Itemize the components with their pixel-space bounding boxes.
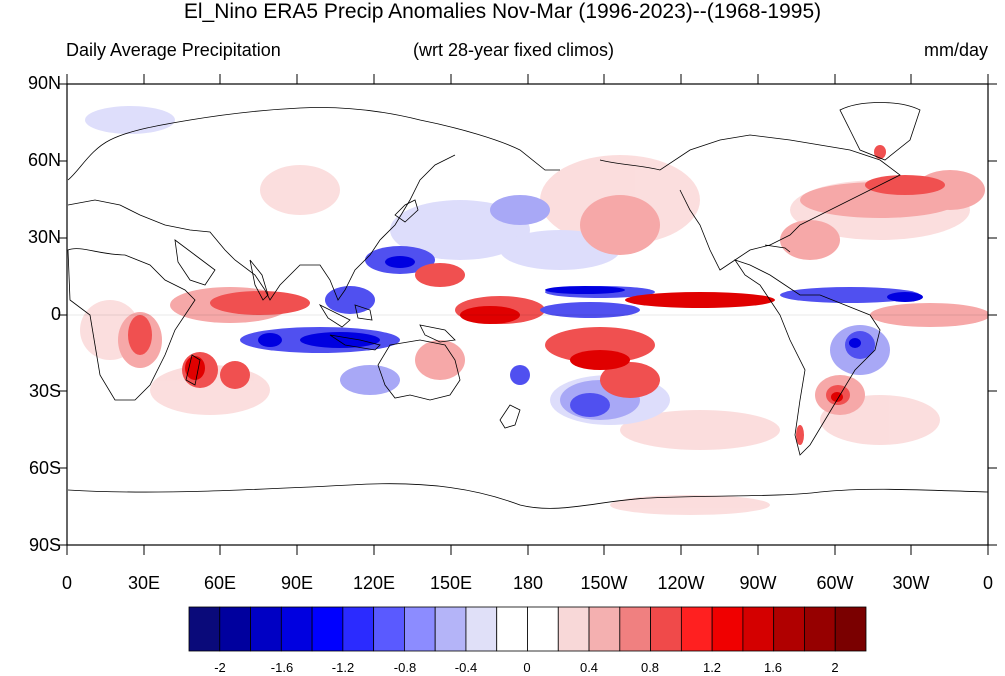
units-label: mm/day — [923, 40, 988, 60]
lon-label: 120E — [352, 573, 396, 593]
colorbar-swatch — [250, 606, 282, 652]
colorbar-swatch — [188, 606, 221, 652]
colorbar-swatch — [496, 606, 528, 652]
lat-label: 90N — [27, 73, 61, 93]
colorbar-swatch — [680, 606, 713, 652]
colorbar-label: 1.6 — [763, 660, 783, 675]
lon-label: 150E — [429, 573, 473, 593]
colorbar-swatch — [280, 606, 313, 652]
lon-label: 90E — [280, 573, 314, 593]
lon-label: 30W — [892, 573, 930, 593]
colorbar-label: 0 — [523, 660, 531, 675]
lon-label: 0 — [982, 573, 994, 593]
colorbar-label: 0.8 — [640, 660, 660, 675]
strong-anomaly-patches — [185, 256, 923, 402]
colorbar-swatch — [373, 606, 405, 652]
colorbar-label: 2 — [831, 660, 839, 675]
lon-label: 180 — [512, 573, 544, 593]
colorbar-label: -1.6 — [270, 660, 294, 675]
center-subtitle: (wrt 28-year fixed climos) — [413, 40, 615, 60]
colorbar — [188, 606, 867, 652]
colorbar-swatch — [311, 606, 344, 652]
lon-label: 60W — [816, 573, 854, 593]
colorbar-swatch — [527, 606, 559, 652]
lat-label: 60S — [28, 458, 61, 478]
lon-label: 60E — [203, 573, 237, 593]
lat-label: 30S — [28, 381, 61, 401]
colorbar-label: -2 — [214, 660, 226, 675]
lat-label: 30N — [27, 227, 61, 247]
lon-label: 120W — [657, 573, 705, 593]
chart-title: El_Nino ERA5 Precip Anomalies Nov-Mar (1… — [183, 0, 822, 23]
colorbar-swatch — [342, 606, 375, 652]
lon-ticks — [66, 74, 989, 555]
left-subtitle: Daily Average Precipitation — [66, 40, 281, 60]
colorbar-swatch — [588, 606, 621, 652]
colorbar-swatch — [404, 606, 436, 652]
colorbar-swatch — [465, 606, 498, 652]
lat-label: 0 — [50, 304, 61, 324]
lon-label: 150W — [580, 573, 628, 593]
colorbar-swatch — [434, 606, 467, 652]
lat-label: 90S — [28, 535, 61, 555]
colorbar-swatch — [742, 606, 775, 652]
colorbar-swatch — [804, 606, 836, 652]
lat-ticks — [58, 83, 997, 546]
colorbar-label: -0.4 — [454, 660, 478, 675]
lon-label: 0 — [61, 573, 73, 593]
colorbar-swatch — [619, 606, 651, 652]
lon-label: 90W — [739, 573, 777, 593]
colorbar-swatch — [773, 606, 805, 652]
colorbar-label: -0.8 — [393, 660, 417, 675]
coastlines — [67, 102, 988, 509]
lat-label: 60N — [27, 150, 61, 170]
colorbar-label: 1.2 — [702, 660, 722, 675]
colorbar-swatch — [219, 606, 251, 652]
anomaly-field — [67, 102, 988, 515]
colorbar-label: 0.4 — [579, 660, 599, 675]
colorbar-swatch — [834, 606, 867, 652]
colorbar-swatch — [557, 606, 590, 652]
colorbar-swatch — [711, 606, 744, 652]
lon-label: 30E — [127, 573, 161, 593]
colorbar-label: -1.2 — [331, 660, 355, 675]
colorbar-swatch — [650, 606, 682, 652]
